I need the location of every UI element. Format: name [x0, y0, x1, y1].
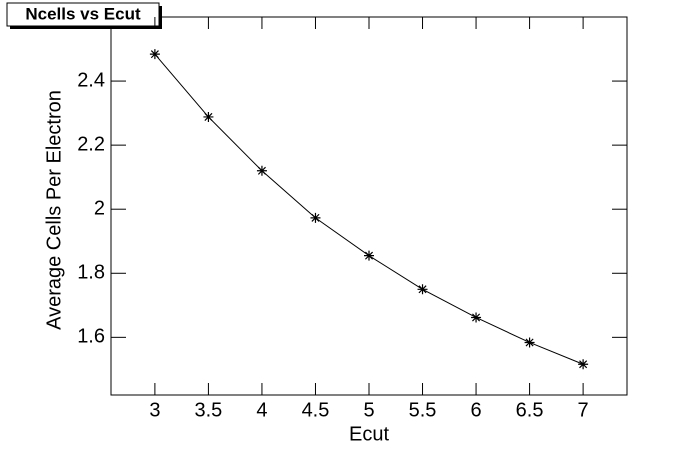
- point-marker: [149, 49, 160, 60]
- x-tick-label: 7: [578, 399, 589, 421]
- x-tick-label: 4: [256, 399, 267, 421]
- point-marker: [417, 284, 428, 295]
- y-tick-label: 2.2: [77, 133, 105, 155]
- x-tick-label: 6: [470, 399, 481, 421]
- y-tick-label: 2.4: [77, 69, 105, 91]
- x-tick-label: 5.5: [409, 399, 437, 421]
- y-axis-label: Average Cells Per Electron: [43, 90, 65, 330]
- chart-title: Ncells vs Ecut: [25, 4, 141, 23]
- y-tick-label: 1.6: [77, 326, 105, 348]
- x-axis-label: Ecut: [349, 423, 389, 445]
- x-tick-label: 3: [149, 399, 160, 421]
- x-tick-label: 6.5: [516, 399, 544, 421]
- x-tick-label: 3.5: [195, 399, 223, 421]
- plot-frame: [110, 16, 628, 396]
- x-tick-label: 4.5: [302, 399, 330, 421]
- series-line: [154, 53, 584, 365]
- point-marker: [471, 312, 482, 323]
- point-marker: [203, 111, 214, 122]
- y-tick-label: 2: [94, 197, 105, 219]
- point-marker: [364, 250, 374, 261]
- point-marker: [310, 212, 321, 223]
- point-marker: [578, 359, 589, 370]
- point-marker: [256, 165, 267, 176]
- point-marker: [524, 337, 535, 348]
- title-box: [6, 2, 160, 27]
- x-tick-label: 5: [363, 399, 374, 421]
- y-tick-label: 1.8: [77, 262, 105, 284]
